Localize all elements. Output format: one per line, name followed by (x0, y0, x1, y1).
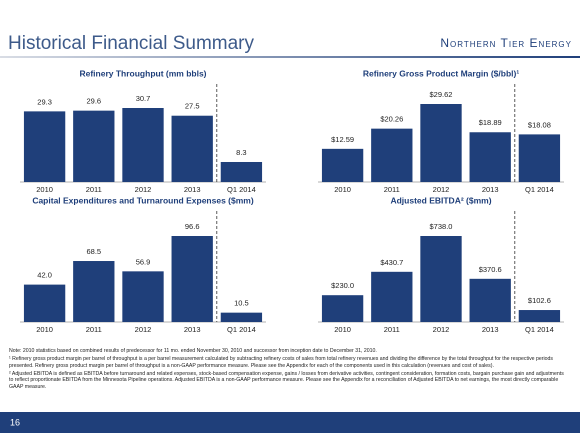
x-tick-label: 2010 (36, 185, 53, 194)
value-label: $18.89 (479, 118, 502, 127)
x-tick-label: 2011 (86, 325, 102, 334)
bar (420, 104, 462, 182)
bar (23, 284, 66, 322)
x-tick-label: 2013 (482, 185, 499, 194)
value-label: 42.0 (37, 271, 52, 280)
value-label: 96.6 (185, 222, 200, 231)
x-tick-label: 2011 (384, 185, 400, 194)
bar (518, 134, 561, 182)
value-label: $102.6 (528, 296, 551, 305)
x-tick-label: 2012 (433, 325, 450, 334)
value-label: 29.6 (86, 97, 101, 106)
footnote: ² Adjusted EBITDA is defined as EBITDA b… (9, 370, 564, 390)
bar (122, 108, 164, 182)
value-label: $18.08 (528, 120, 551, 129)
value-label: 27.5 (185, 102, 200, 111)
x-tick-label: 2011 (86, 185, 102, 194)
x-tick-label: 2012 (135, 325, 152, 334)
value-label: 10.5 (234, 299, 249, 308)
x-tick-label: 2010 (334, 325, 351, 334)
x-tick-label: 2012 (135, 185, 152, 194)
value-label: 56.9 (136, 257, 151, 266)
value-label: $20.26 (380, 115, 403, 124)
bar (220, 161, 263, 182)
bar (171, 115, 213, 182)
value-label: 29.3 (37, 97, 52, 106)
slide-title: Historical Financial Summary (8, 33, 255, 54)
bar (220, 312, 263, 322)
x-tick-label: 2010 (36, 325, 53, 334)
bar (371, 271, 413, 322)
value-label: 8.3 (236, 148, 246, 157)
value-label: $12.59 (331, 135, 354, 144)
value-label: 30.7 (136, 94, 151, 103)
value-label: $29.62 (430, 90, 453, 99)
x-tick-label: Q1 2014 (525, 185, 554, 194)
footnote: ¹ Refinery gross product margin per barr… (9, 356, 554, 369)
chart-title: Refinery Throughput (mm bbls) (79, 68, 206, 78)
x-tick-label: 2010 (334, 185, 351, 194)
x-tick-label: 2013 (482, 325, 499, 334)
bar (73, 261, 115, 322)
value-label: 68.5 (86, 247, 101, 256)
bar (469, 278, 511, 322)
bar (518, 310, 561, 322)
chart-title: Capital Expenditures and Turnaround Expe… (32, 195, 254, 205)
bar (371, 128, 413, 182)
value-label: $370.6 (479, 265, 502, 274)
bar (23, 111, 66, 182)
value-label: $430.7 (380, 258, 403, 267)
chart-title: Adjusted EBITDA² ($mm) (390, 195, 491, 205)
x-tick-label: 2013 (184, 325, 201, 334)
header-rule (0, 56, 580, 58)
bar (469, 132, 511, 182)
footer-bar (0, 412, 580, 433)
value-label: $738.0 (430, 222, 453, 231)
footnotes: Note: 2010 statistics based on combined … (9, 348, 569, 392)
logo: Northern Tier Energy (440, 36, 572, 50)
bar (122, 271, 164, 322)
value-label: $230.0 (331, 281, 354, 290)
bar (73, 110, 115, 182)
bar (321, 148, 364, 182)
x-tick-label: 2012 (433, 185, 450, 194)
x-tick-label: 2013 (184, 185, 201, 194)
bar (321, 295, 364, 322)
footnote: Note: 2010 statistics based on combined … (9, 348, 377, 354)
x-tick-label: Q1 2014 (227, 325, 256, 334)
bar (420, 236, 462, 322)
x-tick-label: Q1 2014 (525, 325, 554, 334)
x-tick-label: 2011 (384, 325, 400, 334)
page-number: 16 (10, 417, 20, 427)
chart-title: Refinery Gross Product Margin ($/bbl)¹ (363, 68, 519, 78)
bar (171, 236, 213, 322)
x-tick-label: Q1 2014 (227, 185, 256, 194)
